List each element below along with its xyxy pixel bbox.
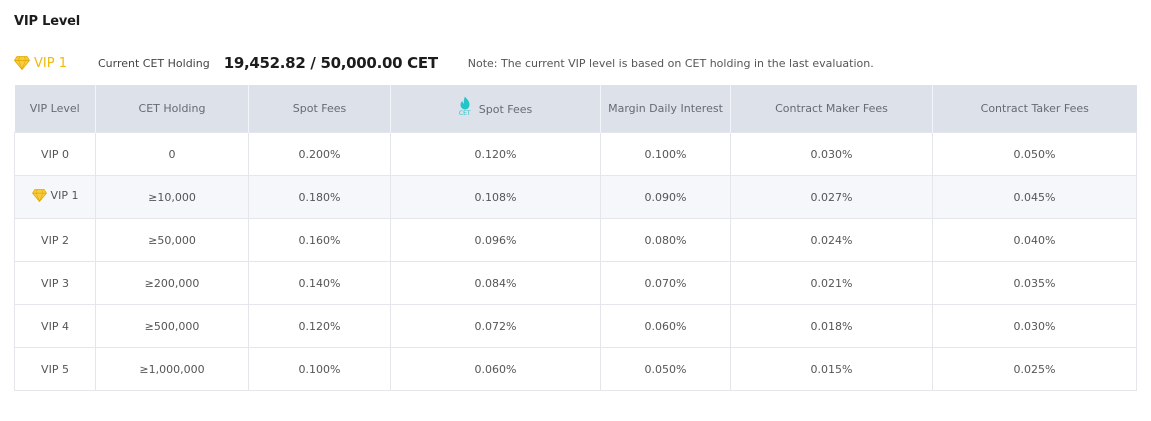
- cell-cet-spot-fees: 0.108%: [390, 175, 601, 219]
- header-taker-fees: Contract Taker Fees: [932, 85, 1137, 133]
- current-vip-badge: VIP 1: [14, 56, 67, 71]
- cell-cet-spot-fees: 0.120%: [390, 132, 601, 176]
- cell-taker-fees: 0.040%: [932, 218, 1137, 262]
- cet-icon-text: CET: [458, 110, 471, 117]
- cell-cet-spot-fees: 0.072%: [390, 304, 601, 348]
- cell-vip-level: VIP 5: [14, 347, 96, 391]
- table-row: VIP 5 ≥1,000,000 0.100% 0.060% 0.050% 0.…: [14, 347, 1137, 391]
- cell-maker-fees: 0.015%: [730, 347, 933, 391]
- table-row: VIP 4 ≥500,000 0.120% 0.072% 0.060% 0.01…: [14, 304, 1137, 348]
- cell-margin-interest: 0.070%: [600, 261, 731, 305]
- cell-maker-fees: 0.024%: [730, 218, 933, 262]
- cell-taker-fees: 0.050%: [932, 132, 1137, 176]
- header-spot-fees: Spot Fees: [248, 85, 391, 133]
- cell-cet-holding: ≥10,000: [95, 175, 249, 219]
- cet-holding-value: 19,452.82 / 50,000.00 CET: [223, 54, 438, 72]
- cell-cet-spot-fees: 0.060%: [390, 347, 601, 391]
- cell-vip-level: VIP 0: [14, 132, 96, 176]
- cell-spot-fees: 0.200%: [248, 132, 391, 176]
- cell-spot-fees: 0.160%: [248, 218, 391, 262]
- cell-cet-holding: ≥200,000: [95, 261, 249, 305]
- cell-spot-fees: 0.120%: [248, 304, 391, 348]
- cell-spot-fees: 0.180%: [248, 175, 391, 219]
- cell-margin-interest: 0.050%: [600, 347, 731, 391]
- table-row: VIP 0 0 0.200% 0.120% 0.100% 0.030% 0.05…: [14, 132, 1137, 176]
- vip-level-label: VIP 1: [50, 189, 79, 202]
- cell-maker-fees: 0.030%: [730, 132, 933, 176]
- cell-cet-holding: ≥1,000,000: [95, 347, 249, 391]
- vip-fees-table: VIP Level CET Holding Spot Fees CET Spot…: [14, 85, 1137, 391]
- cell-taker-fees: 0.030%: [932, 304, 1137, 348]
- header-cet-spot-fees: CET Spot Fees: [390, 85, 601, 133]
- cet-holding-label: Current CET Holding: [97, 56, 210, 70]
- table-row: VIP 3 ≥200,000 0.140% 0.084% 0.070% 0.02…: [14, 261, 1137, 305]
- cell-spot-fees: 0.100%: [248, 347, 391, 391]
- cell-maker-fees: 0.027%: [730, 175, 933, 219]
- cell-vip-level: VIP 1: [14, 175, 96, 219]
- cell-vip-level: VIP 3: [14, 261, 96, 305]
- header-margin-interest: Margin Daily Interest: [600, 85, 731, 133]
- cell-taker-fees: 0.035%: [932, 261, 1137, 305]
- current-vip-label: VIP 1: [34, 55, 67, 71]
- cell-margin-interest: 0.080%: [600, 218, 731, 262]
- cell-spot-fees: 0.140%: [248, 261, 391, 305]
- cell-margin-interest: 0.090%: [600, 175, 731, 219]
- cell-cet-spot-fees: 0.084%: [390, 261, 601, 305]
- header-vip-level: VIP Level: [14, 85, 96, 133]
- cell-cet-holding: 0: [95, 132, 249, 176]
- cell-taker-fees: 0.045%: [932, 175, 1137, 219]
- header-maker-fees: Contract Maker Fees: [730, 85, 933, 133]
- page-title: VIP Level: [14, 14, 80, 29]
- table-row: VIP 2 ≥50,000 0.160% 0.096% 0.080% 0.024…: [14, 218, 1137, 262]
- vip-summary: VIP 1 Current CET Holding 19,452.82 / 50…: [14, 52, 1139, 74]
- cell-taker-fees: 0.025%: [932, 347, 1137, 391]
- evaluation-note: Note: The current VIP level is based on …: [467, 56, 874, 70]
- cell-vip-level: VIP 2: [14, 218, 96, 262]
- cell-cet-spot-fees: 0.096%: [390, 218, 601, 262]
- cet-flame-icon: CET: [459, 96, 471, 117]
- cell-cet-holding: ≥500,000: [95, 304, 249, 348]
- table-header-row: VIP Level CET Holding Spot Fees CET Spot…: [14, 85, 1137, 133]
- table-row-current: VIP 1 ≥10,000 0.180% 0.108% 0.090% 0.027…: [14, 175, 1137, 219]
- cell-vip-level: VIP 4: [14, 304, 96, 348]
- diamond-icon: [31, 189, 47, 202]
- cell-margin-interest: 0.100%: [600, 132, 731, 176]
- header-cet-holding: CET Holding: [95, 85, 249, 133]
- diamond-icon: [14, 56, 30, 70]
- cell-cet-holding: ≥50,000: [95, 218, 249, 262]
- cell-maker-fees: 0.018%: [730, 304, 933, 348]
- header-cet-spot-fees-label: Spot Fees: [478, 103, 533, 116]
- cell-margin-interest: 0.060%: [600, 304, 731, 348]
- cell-maker-fees: 0.021%: [730, 261, 933, 305]
